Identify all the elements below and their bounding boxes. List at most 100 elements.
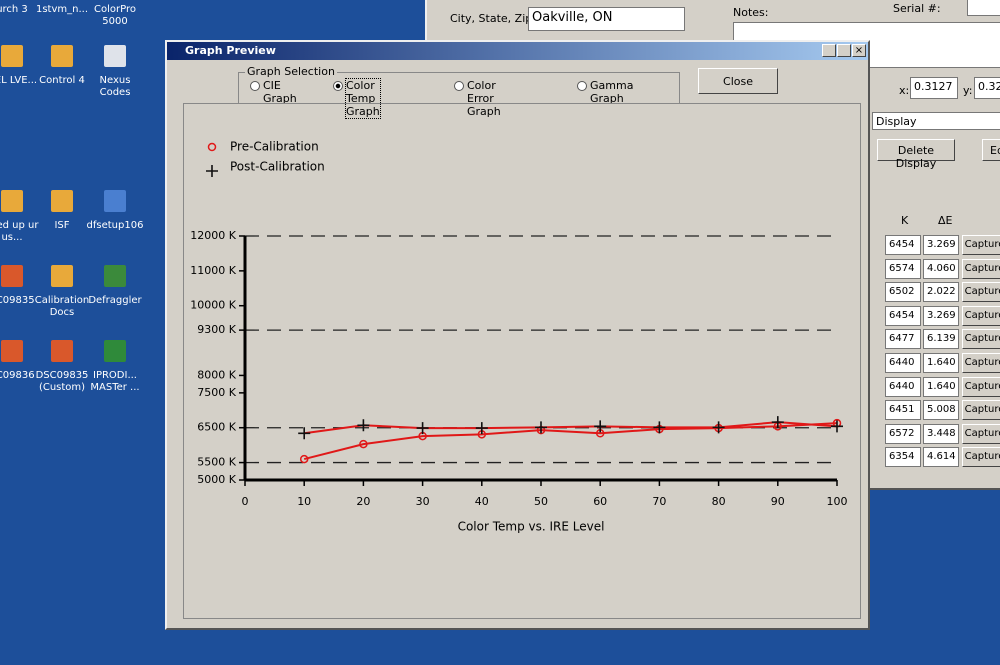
display-combo[interactable]: Display	[872, 112, 1000, 130]
icon-label[interactable]: DSC09835 (Custom)	[35, 370, 89, 393]
data-point	[359, 439, 368, 449]
title-bar: Graph Preview ×	[167, 42, 868, 60]
minimize-button[interactable]	[822, 44, 836, 57]
icon-label[interactable]: SC09836	[0, 370, 35, 381]
maximize-button[interactable]	[837, 44, 851, 57]
y-label: y:	[963, 84, 973, 97]
y-tick-label: 7500 K	[197, 386, 236, 399]
capture-button[interactable]: Capture	[962, 423, 1000, 444]
icon-label[interactable]: Defraggler	[88, 295, 142, 306]
table-cell: 6454	[885, 305, 921, 326]
x-tick-label: 100	[827, 495, 848, 508]
icon-label[interactable]: Nexus Codes	[99, 75, 131, 98]
table-cell: 6440	[885, 353, 921, 373]
serial-field[interactable]	[967, 0, 1000, 16]
city-label: City, State, Zip:	[450, 12, 536, 25]
capture-button[interactable]: Capture	[962, 400, 1000, 421]
data-point	[475, 422, 488, 435]
delete-display-button[interactable]: Delete Display	[877, 139, 955, 170]
icon-label[interactable]: Calibration Docs	[34, 295, 90, 318]
chart-panel	[183, 103, 861, 619]
y-field[interactable]: 0.329	[974, 77, 1000, 99]
radio-label[interactable]: Color Error Graph	[467, 79, 501, 118]
x-tick-label: 0	[242, 495, 249, 508]
y-tick-label: 6500 K	[197, 421, 236, 434]
close-button[interactable]: Close	[698, 68, 778, 94]
desktop-icon	[51, 340, 73, 362]
group-label: Graph Selection	[245, 65, 337, 78]
desktop-icon	[1, 45, 23, 67]
series-line	[304, 421, 838, 435]
capture-button[interactable]: Capture	[962, 329, 1000, 350]
data-point	[653, 421, 666, 434]
x-tick-label: 10	[297, 495, 311, 508]
data-point	[416, 422, 429, 435]
x-label: x:	[899, 84, 910, 97]
y-tick-label: 5500 K	[197, 456, 236, 469]
x-tick-label: 70	[652, 495, 666, 508]
edit-button[interactable]: Ed	[982, 139, 1000, 161]
data-point	[712, 421, 725, 434]
table-cell: 4.614	[923, 447, 959, 468]
radio-button[interactable]	[454, 81, 464, 91]
x-tick-label: 90	[771, 495, 785, 508]
desktop-icon	[1, 340, 23, 362]
serial-label: Serial #:	[893, 2, 941, 15]
legend-marker	[207, 142, 217, 152]
x-field[interactable]: 0.3127	[910, 77, 958, 99]
icon-label[interactable]: ColorPro 5000	[94, 4, 136, 27]
x-tick-label: 80	[712, 495, 726, 508]
y-tick-label: 10000 K	[190, 299, 236, 312]
table-cell: 6454	[885, 235, 921, 255]
capture-button[interactable]: Capture	[962, 235, 1000, 255]
desktop-icon	[51, 265, 73, 287]
icon-label[interactable]: dfsetup106	[86, 220, 144, 231]
desktop-icon	[104, 265, 126, 287]
capture-button[interactable]: Capture	[962, 282, 1000, 303]
radio-label[interactable]: Gamma Graph	[590, 79, 634, 105]
radio-button[interactable]	[333, 81, 343, 91]
close-x-button[interactable]: ×	[852, 44, 866, 57]
icon-label[interactable]: Control 4	[39, 75, 85, 86]
capture-button[interactable]: Capture	[962, 305, 1000, 326]
icon-label[interactable]: ISF	[54, 220, 70, 231]
icon-label[interactable]: 1stvm_n...	[35, 4, 89, 15]
legend-label: Pre-Calibration	[230, 140, 319, 154]
table-cell: 1.640	[923, 353, 959, 373]
city-field[interactable]: Oakville, ON	[528, 7, 685, 31]
x-tick-label: 40	[475, 495, 489, 508]
y-tick-label: 8000 K	[197, 368, 236, 381]
table-cell: 3.448	[923, 423, 959, 444]
x-tick-label: 20	[356, 495, 370, 508]
y-tick-label: 11000 K	[190, 264, 236, 277]
capture-button[interactable]: Capture	[962, 353, 1000, 373]
data-point	[298, 427, 311, 440]
table-cell: 1.640	[923, 376, 959, 397]
table-cell: 4.060	[923, 258, 959, 279]
radio-button[interactable]	[577, 81, 587, 91]
radio-label[interactable]: CIE Graph	[263, 79, 297, 105]
icon-label[interactable]: SC09835	[0, 295, 35, 306]
capture-button[interactable]: Capture	[962, 258, 1000, 279]
table-header: ΔE	[938, 214, 953, 227]
icon-label[interactable]: cked up ur us...	[0, 220, 39, 243]
icon-label[interactable]: urch 3	[0, 4, 28, 15]
icon-label[interactable]: OEL LVE...	[0, 75, 38, 86]
data-point	[357, 419, 370, 432]
radio-label[interactable]: Color Temp Graph	[345, 78, 381, 119]
capture-button[interactable]: Capture	[962, 376, 1000, 397]
icon-label[interactable]: IPRODI... MASTer ...	[90, 370, 140, 393]
table-cell: 2.022	[923, 282, 959, 303]
x-tick-label: 60	[593, 495, 607, 508]
table-cell: 3.269	[923, 235, 959, 255]
table-cell: 6572	[885, 423, 921, 444]
desktop-icon	[51, 45, 73, 67]
capture-button[interactable]: Capture	[962, 447, 1000, 468]
data-point	[771, 416, 784, 429]
radio-button[interactable]	[250, 81, 260, 91]
data-point	[299, 454, 309, 464]
series-line	[303, 422, 838, 461]
